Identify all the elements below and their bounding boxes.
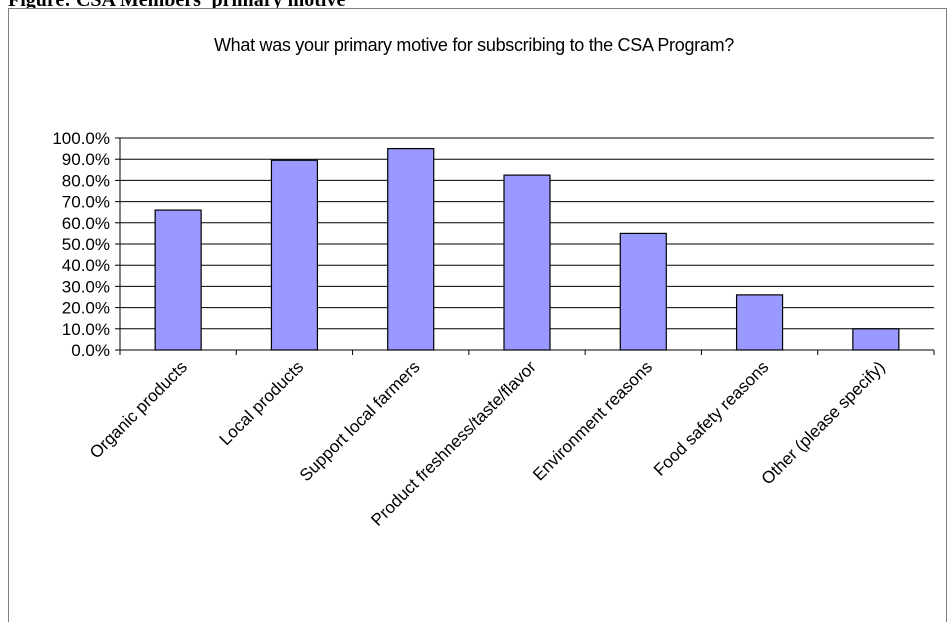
figure-caption-area: Figure: CSA Members' primary motive bbox=[0, 0, 948, 8]
y-tick-label: 70.0% bbox=[62, 193, 110, 212]
y-tick-labels: 0.0% 10.0% 20.0% 30.0% 40.0% 50.0% 60.0% 70.0% 8… bbox=[52, 129, 110, 360]
y-tick-label: 30.0% bbox=[62, 277, 110, 296]
x-category-label: Support local farmers bbox=[296, 357, 424, 485]
y-tick-label: 20.0% bbox=[62, 299, 110, 318]
figure-caption: Figure: CSA Members' primary motive bbox=[8, 0, 345, 8]
bar bbox=[503, 174, 551, 351]
y-tick-label: 10.0% bbox=[62, 320, 110, 339]
axes bbox=[115, 137, 935, 355]
y-tick-label: 50.0% bbox=[62, 235, 110, 254]
chart-title: What was your primary motive for subscri… bbox=[213, 35, 734, 55]
x-category-label: Organic products bbox=[86, 357, 191, 462]
bar bbox=[852, 328, 900, 351]
y-tick-label: 100.0% bbox=[52, 129, 110, 148]
x-category-label: Local products bbox=[216, 357, 308, 449]
bar bbox=[735, 294, 784, 351]
y-tick-label: 0.0% bbox=[71, 341, 110, 360]
bars bbox=[154, 148, 900, 351]
x-category-label: Food safety reasons bbox=[650, 357, 772, 479]
y-tick-label: 80.0% bbox=[62, 171, 110, 190]
chart-frame-top-border bbox=[8, 8, 947, 9]
y-tick-label: 40.0% bbox=[62, 256, 110, 275]
y-tick-label: 60.0% bbox=[62, 214, 110, 233]
bar bbox=[154, 209, 202, 351]
x-category-label: Other (please specify) bbox=[758, 357, 889, 488]
y-tick-label: 90.0% bbox=[62, 150, 110, 169]
x-category-label: Environment reasons bbox=[529, 357, 656, 484]
bar bbox=[270, 159, 319, 351]
bar bbox=[387, 148, 435, 351]
bar bbox=[619, 232, 667, 351]
